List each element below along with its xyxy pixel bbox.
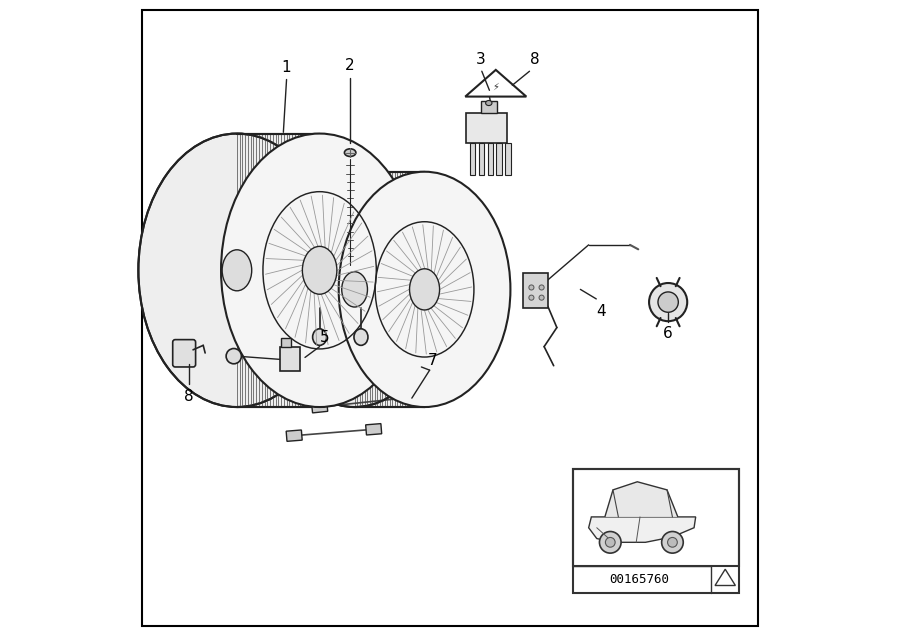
Text: 00165760: 00165760	[609, 573, 670, 586]
Polygon shape	[349, 372, 366, 385]
Circle shape	[539, 295, 544, 300]
Polygon shape	[438, 359, 455, 372]
Polygon shape	[715, 569, 735, 586]
FancyBboxPatch shape	[281, 338, 291, 347]
Text: 8: 8	[530, 52, 540, 67]
Polygon shape	[605, 482, 678, 517]
Bar	[355, 172, 425, 407]
Text: ⚡: ⚡	[492, 82, 500, 92]
Bar	[482, 101, 497, 113]
Ellipse shape	[139, 134, 336, 407]
Polygon shape	[311, 401, 328, 413]
Text: 5: 5	[320, 329, 329, 345]
Circle shape	[606, 537, 615, 547]
Bar	[237, 134, 320, 407]
Ellipse shape	[410, 269, 439, 310]
Ellipse shape	[221, 134, 418, 407]
Text: 8: 8	[184, 389, 194, 404]
Ellipse shape	[338, 172, 510, 407]
Polygon shape	[465, 70, 526, 97]
Circle shape	[662, 532, 683, 553]
Text: 3: 3	[476, 52, 485, 67]
FancyBboxPatch shape	[466, 113, 508, 143]
Circle shape	[668, 537, 678, 547]
Ellipse shape	[312, 329, 327, 345]
Bar	[479, 143, 484, 175]
Polygon shape	[413, 391, 429, 402]
Circle shape	[529, 285, 534, 290]
Bar	[572, 469, 740, 593]
FancyBboxPatch shape	[173, 340, 195, 367]
Polygon shape	[589, 517, 696, 543]
Ellipse shape	[354, 329, 368, 345]
Circle shape	[658, 292, 679, 312]
Ellipse shape	[342, 272, 367, 307]
Bar	[470, 143, 475, 175]
Polygon shape	[286, 430, 302, 441]
Circle shape	[529, 295, 534, 300]
Bar	[505, 143, 511, 175]
FancyBboxPatch shape	[280, 347, 300, 371]
Text: 1: 1	[282, 60, 292, 75]
Text: 4: 4	[597, 304, 607, 319]
Text: 6: 6	[663, 326, 673, 341]
Circle shape	[539, 285, 544, 290]
Ellipse shape	[269, 172, 440, 407]
Bar	[572, 469, 740, 566]
Ellipse shape	[345, 149, 356, 156]
Circle shape	[599, 532, 621, 553]
Bar	[313, 251, 361, 308]
Ellipse shape	[222, 250, 252, 291]
Text: 7: 7	[428, 352, 437, 368]
Bar	[497, 143, 502, 175]
Text: 2: 2	[346, 58, 355, 73]
FancyBboxPatch shape	[523, 273, 548, 308]
Circle shape	[226, 349, 241, 364]
Ellipse shape	[486, 100, 492, 106]
Ellipse shape	[302, 246, 337, 294]
Polygon shape	[365, 424, 382, 435]
Bar	[488, 143, 493, 175]
Circle shape	[649, 283, 688, 321]
